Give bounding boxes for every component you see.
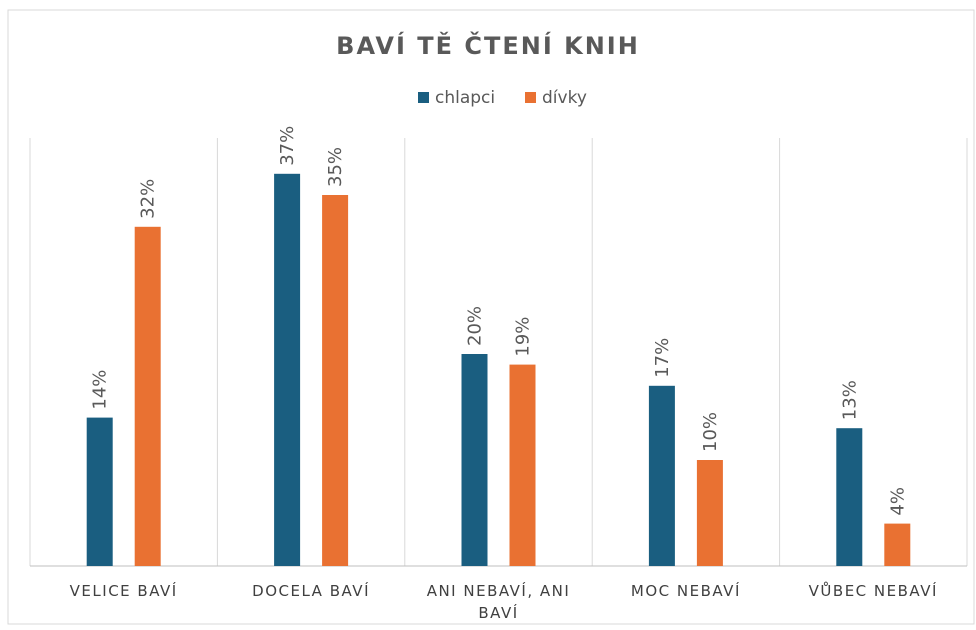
- data-label: 20%: [465, 306, 486, 346]
- x-tick-label: MOC NEBAVÍ: [630, 582, 741, 600]
- data-label: 4%: [887, 487, 908, 516]
- data-label: 14%: [90, 370, 111, 410]
- x-tick-label: DOCELA BAVÍ: [252, 582, 370, 600]
- x-tick-label: ANI NEBAVÍ, ANI BAVÍ: [426, 582, 571, 622]
- data-label: 10%: [700, 412, 721, 452]
- data-label: 32%: [138, 179, 159, 219]
- legend-label: chlapci: [435, 88, 495, 108]
- x-tick-label: VŮBEC NEBAVÍ: [808, 582, 938, 600]
- bar: [648, 385, 675, 566]
- legend-swatch: [418, 92, 429, 103]
- chart-title: BAVÍ TĚ ČTENÍ KNIH: [336, 30, 640, 60]
- legend-label: dívky: [542, 88, 587, 108]
- x-tick-label: VELICE BAVÍ: [69, 582, 178, 600]
- data-label: 19%: [513, 317, 534, 357]
- bar: [836, 428, 863, 566]
- chart-border: [7, 9, 975, 625]
- data-label: 13%: [839, 380, 860, 420]
- data-label: 35%: [325, 147, 346, 187]
- bar: [322, 195, 349, 566]
- bar: [509, 364, 536, 566]
- data-label: 17%: [652, 338, 673, 378]
- bar: [134, 226, 161, 567]
- bar: [461, 354, 488, 566]
- bar: [274, 173, 301, 567]
- bar: [86, 417, 113, 566]
- bar: [696, 460, 723, 566]
- legend-swatch: [525, 92, 536, 103]
- bar: [884, 523, 911, 566]
- data-label: 37%: [277, 126, 298, 166]
